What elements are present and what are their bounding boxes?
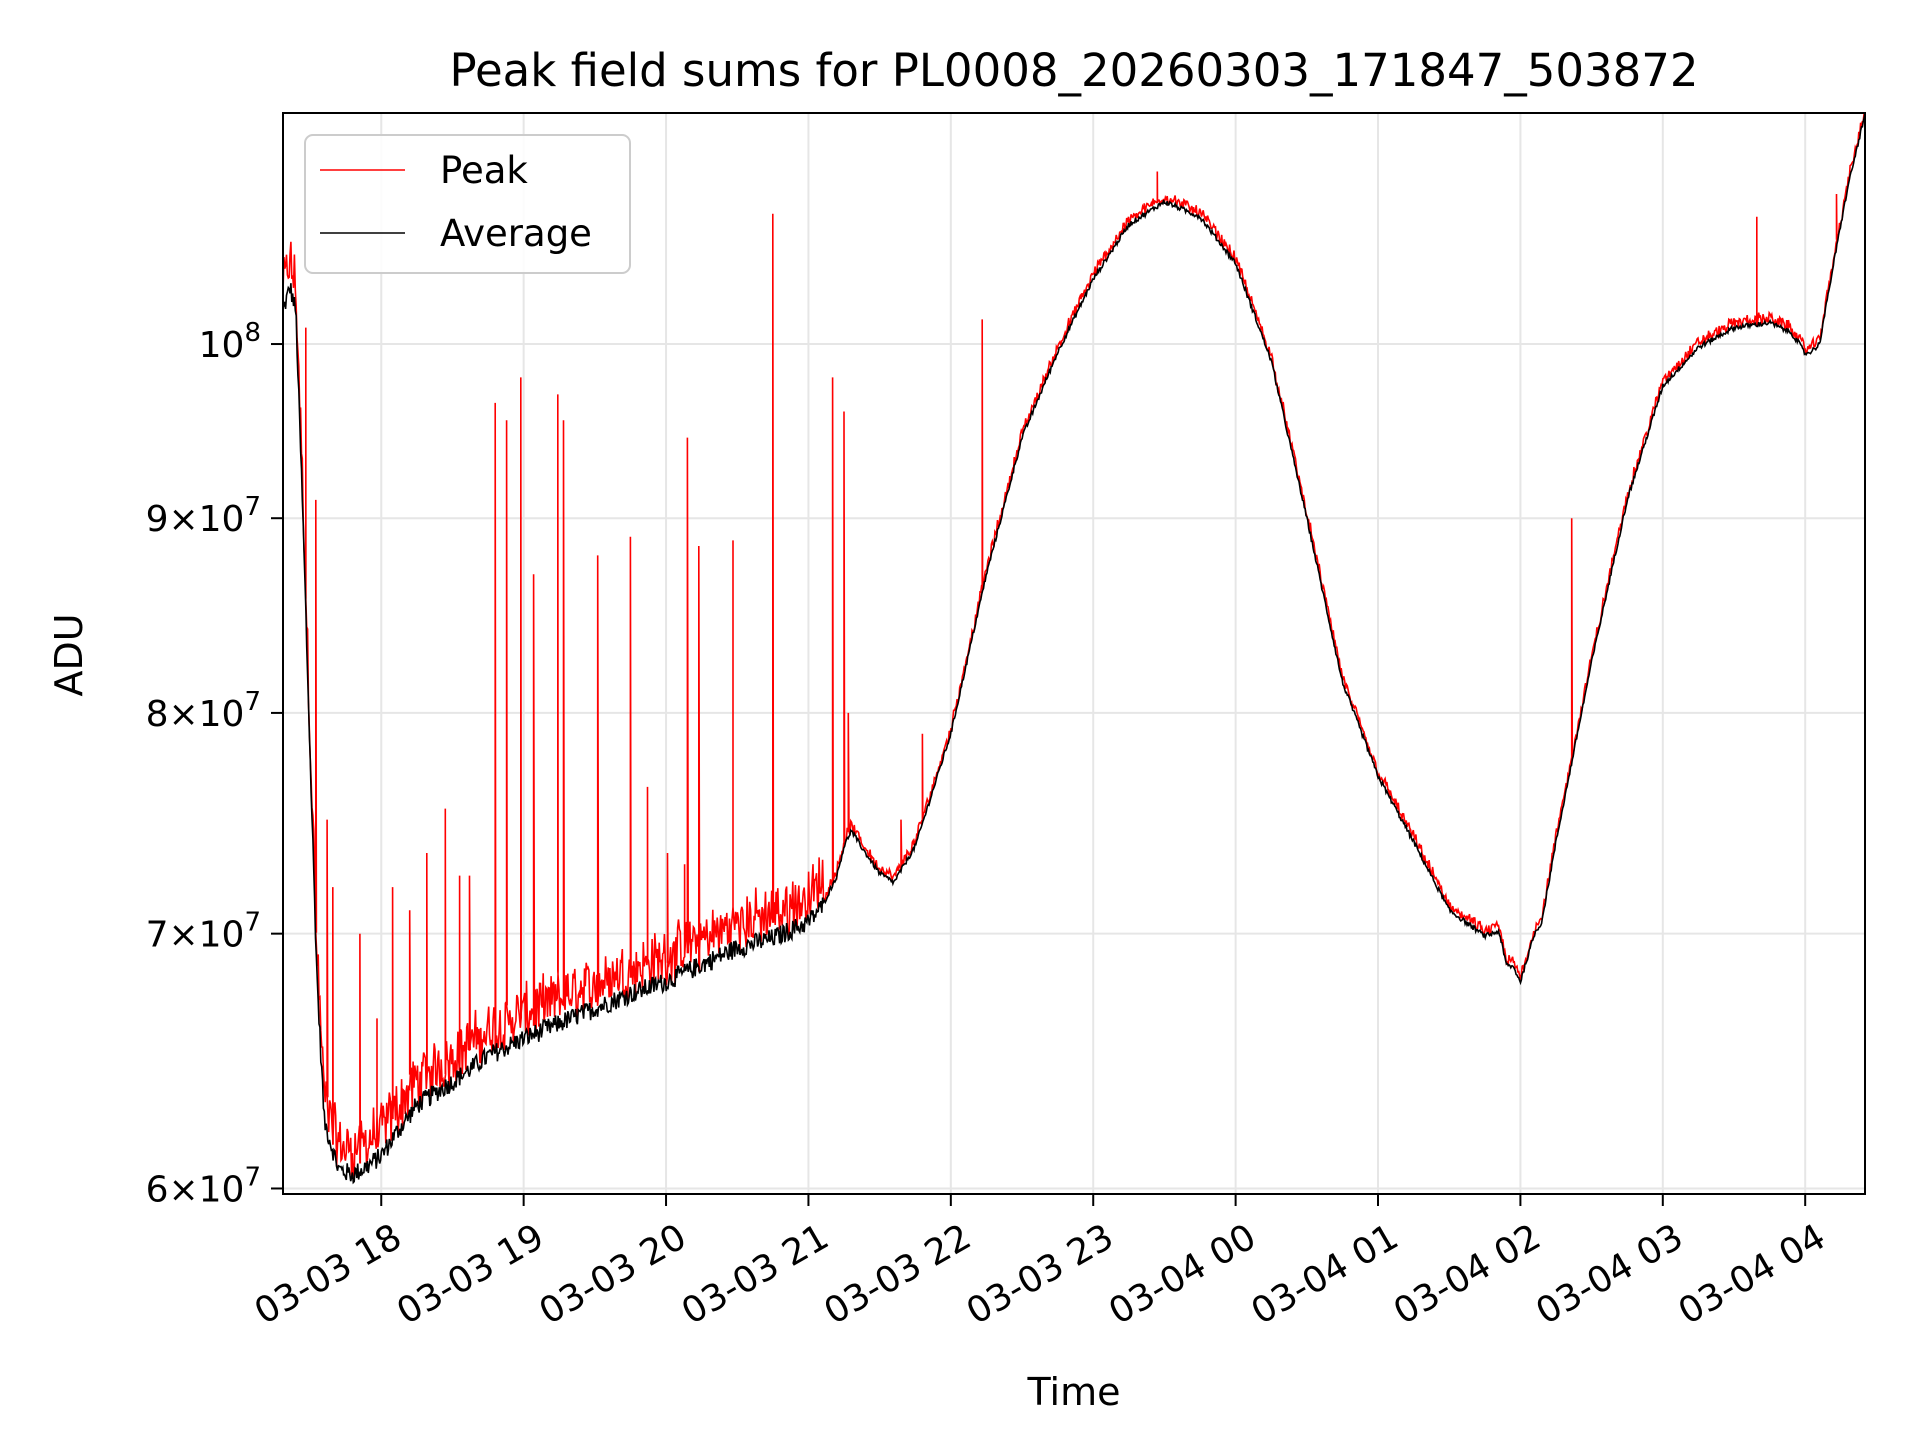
chart-title: Peak field sums for PL0008_20260303_1718… — [449, 44, 1698, 97]
y-tick-label: 9×107 — [146, 492, 261, 540]
x-tick-label: 03-03 20 — [533, 1216, 694, 1332]
plot-frame — [282, 112, 1866, 1195]
y-axis-label: ADU — [47, 613, 91, 696]
x-tick-label: 03-04 02 — [1387, 1216, 1548, 1332]
legend-label-peak: Peak — [440, 149, 528, 192]
y-tick-label: 6×107 — [146, 1162, 261, 1210]
grid-layer — [283, 113, 1865, 1194]
x-tick-label: 03-03 23 — [960, 1216, 1121, 1332]
x-tick-label: 03-03 19 — [390, 1216, 551, 1332]
x-tick-label: 03-04 01 — [1245, 1216, 1406, 1332]
series-line-peak — [283, 113, 1865, 1178]
x-axis-label: Time — [1027, 1370, 1121, 1414]
x-tick-label: 03-03 21 — [675, 1216, 836, 1332]
x-tick-label: 03-03 22 — [817, 1216, 978, 1332]
x-tick-label: 03-03 18 — [248, 1216, 409, 1332]
legend-label-average: Average — [440, 212, 592, 255]
y-tick-label: 108 — [199, 318, 261, 366]
y-tick-label: 7×107 — [146, 908, 261, 956]
legend: Peak Average — [304, 134, 631, 274]
y-tick-label: 8×107 — [146, 687, 261, 735]
x-tick-label: 03-04 03 — [1529, 1216, 1690, 1332]
x-tick-label: 03-04 00 — [1102, 1216, 1263, 1332]
series-layer — [283, 113, 1865, 1185]
series-line-average — [283, 113, 1865, 1185]
x-tick-label: 03-04 04 — [1672, 1216, 1833, 1332]
